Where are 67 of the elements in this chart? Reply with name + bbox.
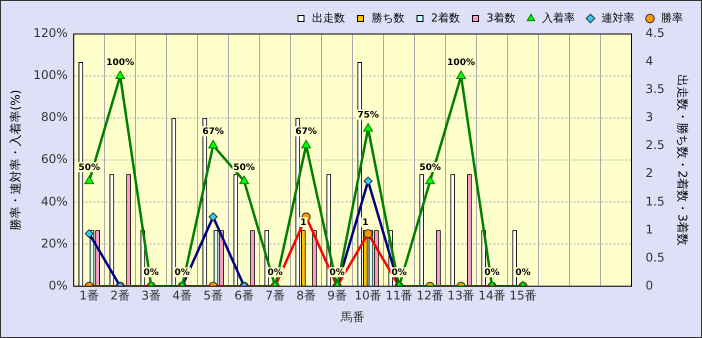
data-label: 100% bbox=[447, 58, 475, 68]
y2-tick-label: 4.5 bbox=[646, 26, 665, 40]
point bbox=[208, 140, 218, 148]
x-tick-label: 11番 bbox=[385, 288, 413, 303]
y2-tick-label: 0.5 bbox=[646, 250, 665, 264]
point bbox=[115, 70, 126, 80]
x-tick-label: 1番 bbox=[79, 288, 100, 303]
legend-label: 出走数 bbox=[312, 11, 346, 24]
x-tick-label: 8番 bbox=[296, 288, 316, 303]
x-tick-label: 3番 bbox=[141, 288, 161, 303]
point bbox=[425, 176, 435, 184]
data-label: 0% bbox=[329, 268, 345, 278]
y-tick-label: 20% bbox=[41, 236, 68, 250]
data-label: 0% bbox=[484, 268, 500, 278]
data-label: 0% bbox=[515, 268, 531, 278]
data-label: 50% bbox=[78, 162, 100, 173]
x-tick-label: 4番 bbox=[172, 288, 192, 303]
point bbox=[239, 176, 249, 184]
legend-label: 勝率 bbox=[661, 11, 683, 24]
data-label: 100% bbox=[106, 58, 134, 68]
x-tick-label: 12番 bbox=[416, 288, 444, 303]
y2-tick-label: 3.5 bbox=[646, 82, 665, 96]
legend-label: 2着数 bbox=[431, 11, 460, 24]
data-label: 75% bbox=[357, 110, 379, 120]
x-tick-label: 9番 bbox=[327, 288, 347, 303]
y-tick-label: 40% bbox=[41, 194, 68, 208]
point bbox=[84, 176, 94, 184]
x-tick-label: 5番 bbox=[203, 288, 223, 303]
y2-tick-label: 2 bbox=[646, 166, 654, 180]
y2-tick-label: 4 bbox=[646, 54, 654, 68]
x-tick-label: 15番 bbox=[509, 288, 537, 303]
point bbox=[363, 123, 373, 132]
y-tick-label: 80% bbox=[41, 110, 68, 124]
data-label: 0% bbox=[174, 268, 190, 278]
data-label: 0% bbox=[144, 268, 159, 278]
y2-tick-label: 2.5 bbox=[646, 138, 665, 152]
data-label: 67% bbox=[202, 127, 224, 138]
y2-tick-label: 0 bbox=[646, 278, 654, 292]
legend-label: 3着数 bbox=[486, 11, 516, 24]
y-tick-label: 60% bbox=[41, 152, 68, 166]
y2-axis-title: 出走数・勝ち数・2着数・3着数 bbox=[676, 74, 690, 246]
data-label: 0% bbox=[267, 268, 283, 278]
x-tick-label: 13番 bbox=[447, 288, 475, 303]
y-tick-label: 0% bbox=[48, 278, 68, 292]
data-label: 1 bbox=[362, 218, 368, 228]
legend-label: 勝ち数 bbox=[372, 11, 405, 24]
x-tick-label: 14番 bbox=[478, 288, 506, 303]
x-axis-title: 馬番 bbox=[340, 310, 365, 324]
x-tick-label: 6番 bbox=[234, 288, 254, 303]
y2-tick-label: 1 bbox=[646, 222, 654, 236]
y-tick-label: 100% bbox=[33, 68, 68, 82]
y2-tick-label: 3 bbox=[646, 110, 654, 124]
data-label: 67% bbox=[295, 127, 317, 138]
data-label: 50% bbox=[419, 162, 441, 173]
y-axis-title: 勝率・連対率・入着率(%) bbox=[8, 90, 22, 230]
legend-label: 入着率 bbox=[542, 11, 575, 24]
legend-label: 連対率 bbox=[602, 11, 634, 24]
point bbox=[456, 70, 466, 80]
data-label: 50% bbox=[233, 162, 255, 173]
y2-tick-label: 1.5 bbox=[646, 194, 665, 208]
x-tick-label: 2番 bbox=[110, 288, 130, 303]
data-label: 1 bbox=[300, 218, 306, 228]
x-tick-label: 7番 bbox=[265, 288, 285, 303]
point bbox=[301, 140, 311, 148]
data-label: 0% bbox=[391, 268, 407, 278]
y-tick-label: 120% bbox=[33, 26, 68, 40]
x-tick-label: 10番 bbox=[354, 288, 382, 303]
